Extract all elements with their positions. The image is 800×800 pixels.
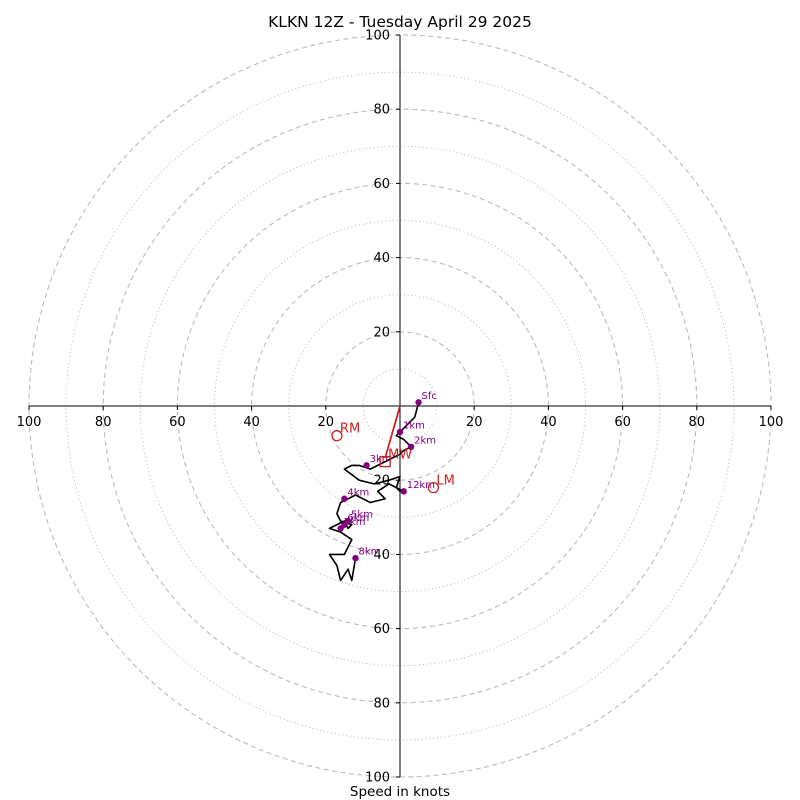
y-tick-label: 100	[365, 29, 390, 44]
height-point-label: Sfc	[422, 391, 437, 402]
height-point-label: 5km	[351, 510, 373, 521]
chart-title: KLKN 12Z - Tuesday April 29 2025	[268, 13, 532, 31]
height-point-marker	[407, 443, 415, 451]
x-tick-label: 60	[169, 415, 186, 430]
y-tick-label: 20	[373, 325, 390, 340]
storm-motion-mw-label: MW	[388, 448, 412, 463]
height-point-label: 7km	[344, 517, 366, 528]
x-tick-label: 20	[318, 415, 335, 430]
x-tick-label: 20	[466, 415, 483, 430]
height-point-label: 12km	[407, 480, 435, 491]
height-point-label: 8km	[358, 547, 380, 558]
x-tick-label: 40	[243, 415, 260, 430]
x-tick-label: 100	[17, 415, 42, 430]
y-tick-label: 40	[373, 548, 390, 563]
height-point-marker	[415, 399, 422, 406]
storm-motion-markers: RM LM MW	[331, 422, 455, 494]
height-point-marker	[363, 462, 370, 469]
x-tick-label: 40	[540, 415, 557, 430]
y-tick-label: 80	[373, 696, 390, 711]
height-point-label: 2km	[414, 435, 436, 446]
height-point-marker	[400, 488, 407, 495]
y-tick-label: 80	[373, 103, 390, 118]
height-point-marker	[352, 554, 359, 562]
storm-motion-lm-label: LM	[436, 474, 454, 489]
storm-motion-rm-label: RM	[340, 422, 360, 437]
height-point-label: 1km	[403, 420, 425, 431]
x-tick-label: 100	[759, 415, 784, 430]
height-point-marker	[341, 495, 348, 502]
height-point-label: 4km	[347, 487, 369, 498]
y-tick-label: 60	[373, 177, 390, 192]
y-tick-label: 40	[373, 251, 390, 266]
storm-motion-rm-marker	[331, 430, 343, 442]
storm-motion-lm-marker	[427, 481, 440, 494]
y-tick-label: 60	[373, 622, 390, 637]
x-tick-label: 80	[689, 415, 706, 430]
x-axis-label: Speed in knots	[350, 784, 450, 800]
x-tick-label: 60	[614, 415, 631, 430]
y-tick-label: 100	[365, 771, 390, 786]
bulk-shear-vector	[384, 405, 401, 459]
height-point-marker	[396, 428, 404, 436]
storm-motion-mw-marker	[379, 455, 391, 468]
height-point-label: 6km	[347, 513, 369, 524]
x-tick-label: 80	[95, 415, 112, 430]
height-point-marker	[337, 525, 344, 532]
